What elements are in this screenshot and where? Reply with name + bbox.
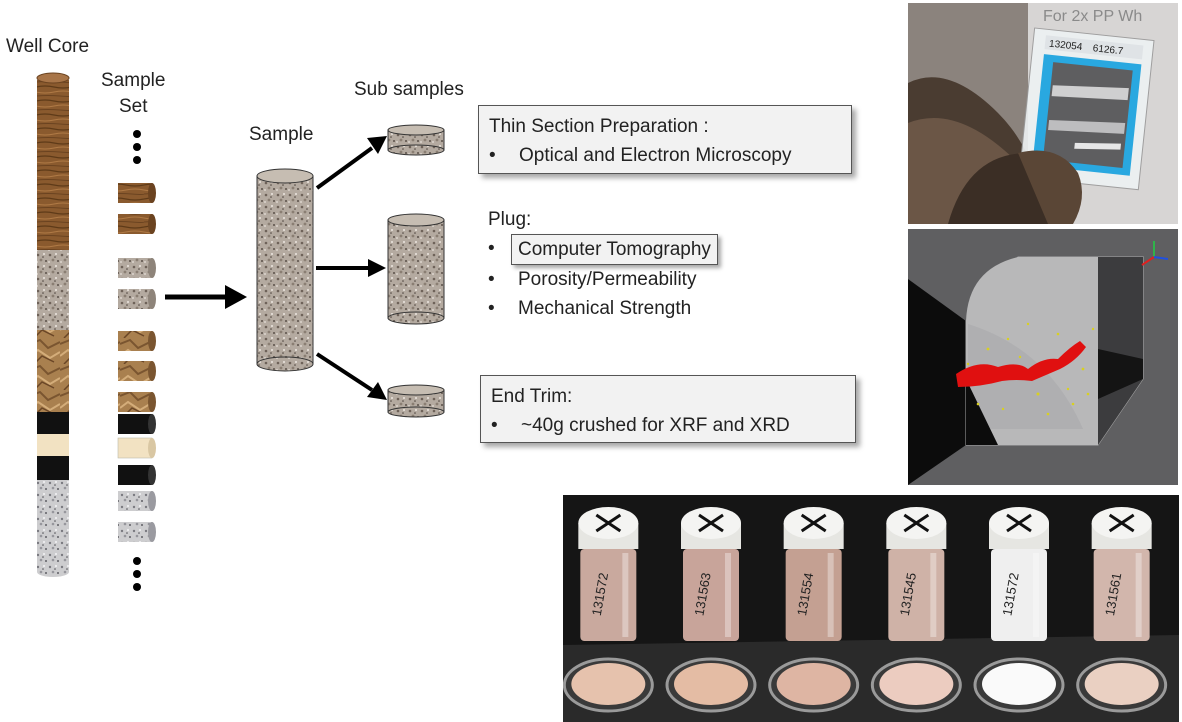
photo-overlay-text: For 2x PP Wh <box>1043 8 1142 25</box>
slide-label-2: 6126.7 <box>1092 43 1124 57</box>
sub-sample-plug <box>387 213 445 325</box>
bullet: • <box>488 298 495 319</box>
sample-cylinder-wood-1 <box>118 183 156 203</box>
thin-section-photo-art: 132054 6126.7 For 2x PP Wh <box>908 3 1178 224</box>
sub-sample-thin-section <box>387 124 445 156</box>
sample-cylinder-gray-2 <box>118 289 156 309</box>
plug-item-porosity-text: Porosity/Permeability <box>518 269 697 290</box>
pressed-pellet <box>982 663 1056 705</box>
arrow-to-end-trim <box>315 352 387 400</box>
sample-cylinder <box>256 168 314 372</box>
sample-set-cylinders <box>117 183 156 542</box>
pressed-pellet <box>879 663 954 705</box>
arrow-to-plug <box>316 259 386 277</box>
pressed-pellet <box>776 663 851 705</box>
vial-label: 131545 <box>897 572 919 617</box>
end-trim-box: End Trim: • ~40g crushed for XRF and XRD <box>480 375 856 443</box>
end-trim-item-text: ~40g crushed for XRF and XRD <box>521 415 790 436</box>
arrow-set-to-sample <box>165 285 247 309</box>
vial: 131545 <box>870 507 962 713</box>
vial-label: 131561 <box>1102 572 1124 617</box>
plug-title: Plug: <box>488 209 532 230</box>
vial: 131561 <box>1076 507 1168 713</box>
thin-section-box: Thin Section Preparation : • Optical and… <box>478 105 852 174</box>
axis-gizmo-icon <box>1141 241 1169 266</box>
thin-section-item-text: Optical and Electron Microscopy <box>519 145 792 166</box>
plug-item-strength: • Mechanical Strength <box>488 294 718 323</box>
sub-samples-label: Sub samples <box>354 79 464 100</box>
vials-photo: 131572 131563 131554 131545 131572 131561 <box>563 495 1179 722</box>
sample-cylinder-cream <box>117 437 156 459</box>
ct-scan-render <box>908 229 1178 485</box>
well-core-column <box>36 72 70 577</box>
sample-cylinder-tan-2 <box>118 361 156 381</box>
vial: 131572 <box>563 507 654 713</box>
bullet: • <box>488 238 495 259</box>
sample-set-dots-bottom <box>133 557 141 591</box>
sub-sample-end-trim <box>387 384 445 418</box>
ct-fracture-network <box>956 341 1086 387</box>
vial: 131572 <box>973 507 1065 713</box>
vial: 131563 <box>665 507 757 713</box>
end-trim-title: End Trim: <box>491 386 573 407</box>
vial-label: 131554 <box>794 572 816 617</box>
sample-cylinder-gray-1 <box>118 258 156 278</box>
sample-cylinder-wood-2 <box>118 214 156 234</box>
sample-cylinder-tan-3 <box>118 392 156 412</box>
sample-cylinder-tan-1 <box>118 331 156 351</box>
vial-label: 131572 <box>589 572 611 617</box>
bullet: • <box>489 145 496 166</box>
sample-cylinder-black-1 <box>118 414 156 434</box>
pressed-pellet <box>674 663 748 705</box>
plug-item-ct: • Computer Tomography <box>488 234 718 265</box>
vials-photo-art: 131572 131563 131554 131545 131572 131561 <box>563 495 1179 722</box>
sample-label: Sample <box>249 124 314 145</box>
vial: 131554 <box>768 507 860 713</box>
bullet: • <box>488 269 495 290</box>
thin-section-photo: 132054 6126.7 For 2x PP Wh <box>908 3 1178 224</box>
plug-item-strength-text: Mechanical Strength <box>518 298 692 319</box>
sample-cylinder-black-2 <box>118 465 156 485</box>
plug-item-porosity: • Porosity/Permeability <box>488 265 718 294</box>
sample-set-dots-top <box>133 130 141 164</box>
pressed-pellet <box>1084 663 1159 705</box>
vial-label: 131563 <box>691 572 713 617</box>
plug-item-ct-text: Computer Tomography <box>511 234 718 265</box>
sample-set-label-line2: Set <box>119 96 148 117</box>
thin-section-item: • Optical and Electron Microscopy <box>489 141 841 170</box>
plug-section: Plug: • Computer Tomography • Porosity/P… <box>488 205 718 323</box>
end-trim-item: • ~40g crushed for XRF and XRD <box>491 411 845 440</box>
vial-label: 131572 <box>999 572 1021 617</box>
slide-label-1: 132054 <box>1048 39 1083 53</box>
sample-cylinder-light-2 <box>118 522 156 542</box>
pressed-pellet <box>571 663 646 705</box>
bullet: • <box>491 415 498 436</box>
well-core-label: Well Core <box>6 36 90 57</box>
thin-section-title: Thin Section Preparation : <box>489 116 709 137</box>
sample-set-label-line1: Sample <box>101 70 166 91</box>
arrow-to-thin-section <box>315 136 387 190</box>
sample-cylinder-light-1 <box>118 491 156 511</box>
ct-scan-art <box>908 229 1178 485</box>
